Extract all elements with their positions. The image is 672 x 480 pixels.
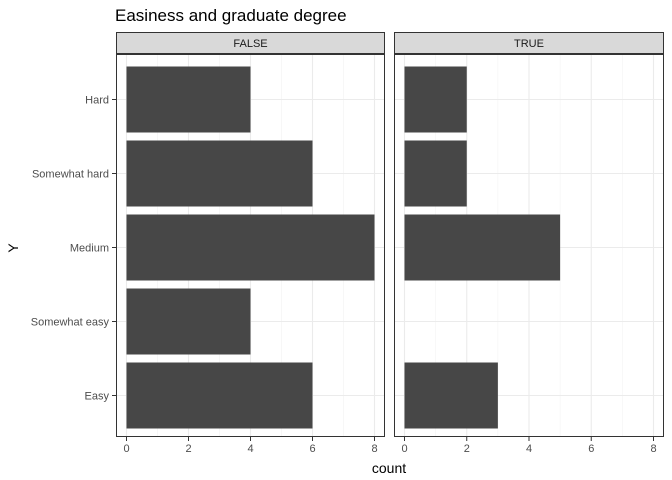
- x-tick-label: 2: [185, 443, 191, 455]
- facet-panel-false: FALSE 0 2 4 6 8: [116, 32, 385, 455]
- x-tick-label: 6: [588, 443, 594, 455]
- bar-true-somewhat-hard: [404, 140, 467, 207]
- x-tick-label: 2: [464, 443, 470, 455]
- x-tick-label: 4: [247, 443, 253, 455]
- y-axis: Hard Somewhat hard Medium Somewhat easy Easy: [31, 95, 116, 403]
- panel-border: [116, 54, 385, 437]
- x-tick-label: 8: [650, 443, 656, 455]
- bar-false-somewhat-hard: [126, 140, 313, 207]
- y-axis-title: Y: [5, 243, 21, 253]
- y-tick-label: Hard: [85, 95, 109, 107]
- bar-false-somewhat-easy: [126, 288, 251, 355]
- facet-strip-label: FALSE: [233, 38, 267, 50]
- x-tick-label: 8: [371, 443, 377, 455]
- bar-false-medium: [126, 214, 375, 281]
- bar-true-hard: [404, 66, 467, 133]
- x-tick-label: 0: [123, 443, 129, 455]
- y-tick-label: Somewhat hard: [32, 169, 109, 181]
- chart-title: Easiness and graduate degree: [115, 6, 347, 25]
- x-tick-label: 6: [309, 443, 315, 455]
- y-tick-label: Medium: [70, 243, 109, 255]
- bar-false-hard: [126, 66, 251, 133]
- facet-strip: [116, 32, 385, 54]
- y-tick-label: Easy: [85, 391, 110, 403]
- x-tick-label: 0: [401, 443, 407, 455]
- panel-border: [394, 54, 664, 437]
- facet-strip: [394, 32, 664, 54]
- x-tick-label: 4: [526, 443, 532, 455]
- facet-strip-label: TRUE: [514, 38, 544, 50]
- y-tick-label: Somewhat easy: [31, 317, 110, 329]
- x-axis-title: count: [372, 460, 406, 476]
- bar-false-easy: [126, 362, 313, 429]
- facet-panel-true: TRUE 0 2 4 6 8: [394, 32, 664, 455]
- facet-panels: FALSE 0 2 4 6 8 TRUE 0 2 4 6 8: [116, 32, 664, 455]
- bar-true-easy: [404, 362, 498, 429]
- bar-true-medium: [404, 214, 561, 281]
